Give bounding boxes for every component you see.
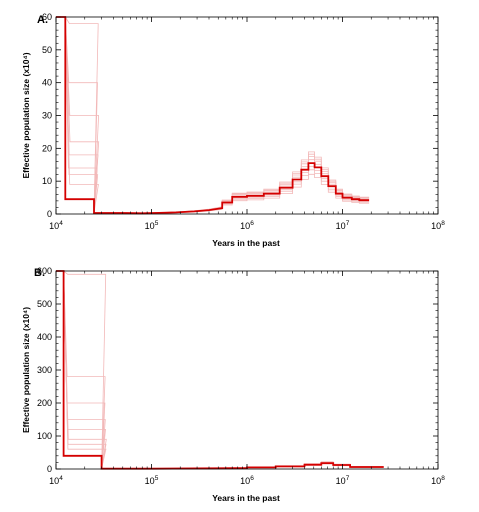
y-tick-label: 600: [37, 266, 52, 276]
x-tick-label: 105: [145, 220, 159, 231]
y-tick-label: 60: [42, 12, 52, 22]
panel-a-label: A.: [37, 14, 48, 26]
y-tick-label: 400: [37, 332, 52, 342]
y-tick-label: 20: [42, 143, 52, 153]
panel-b-x-axis-label: Years in the past: [212, 493, 280, 503]
y-tick-label: 500: [37, 299, 52, 309]
panel-b: B. 104 105 106 107 108 0 100 200 300 400 500 600 Ye…: [21, 266, 445, 503]
panel-b-ticks: 104 105 106 107 108 0 100 200 300 400 500 600: [37, 266, 445, 486]
x-tick-label: 107: [336, 475, 350, 486]
y-tick-label: 40: [42, 78, 52, 88]
bootstrap-line: [56, 16, 370, 214]
panel-a-plot-frame: [55, 16, 439, 215]
x-tick-label: 108: [431, 475, 445, 486]
panel-a-bootstrap-lines: [56, 16, 370, 214]
x-tick-label: 104: [49, 220, 63, 231]
panel-a: A. 104 105 106 107 108 0 10 20 30 40 50 60 Years in…: [21, 12, 445, 248]
x-tick-label: 108: [431, 220, 445, 231]
bootstrap-line: [56, 16, 370, 214]
x-tick-label: 105: [145, 475, 159, 486]
x-tick-label: 106: [240, 475, 254, 486]
y-tick-label: 100: [37, 431, 52, 441]
panel-a-x-axis-label: Years in the past: [212, 238, 280, 248]
bootstrap-line: [56, 16, 370, 214]
panel-b-label: B.: [34, 267, 45, 279]
y-tick-label: 0: [47, 209, 52, 219]
bootstrap-line: [56, 16, 370, 214]
y-tick-label: 0: [47, 464, 52, 474]
bootstrap-line: [56, 16, 370, 214]
y-tick-label: 10: [42, 176, 52, 186]
panel-a-ticks: 104 105 106 107 108 0 10 20 30 40 50 60: [42, 12, 445, 231]
x-tick-label: 104: [49, 475, 63, 486]
x-tick-label: 106: [240, 220, 254, 231]
bootstrap-line: [56, 16, 370, 214]
panel-b-plot-frame: [55, 270, 439, 470]
panel-a-main-curve: [56, 16, 370, 215]
bootstrap-line: [56, 16, 370, 214]
y-tick-label: 300: [37, 365, 52, 375]
panel-b-bootstrap-lines: [56, 270, 384, 470]
panel-b-y-axis-label: Effective population size (x10⁴): [21, 307, 31, 433]
bootstrap-line: [56, 16, 370, 214]
y-tick-label: 30: [42, 111, 52, 121]
y-tick-label: 50: [42, 45, 52, 55]
panel-a-y-axis-label: Effective population size (x10⁴): [21, 52, 31, 178]
y-tick-label: 200: [37, 398, 52, 408]
x-tick-label: 107: [336, 220, 350, 231]
